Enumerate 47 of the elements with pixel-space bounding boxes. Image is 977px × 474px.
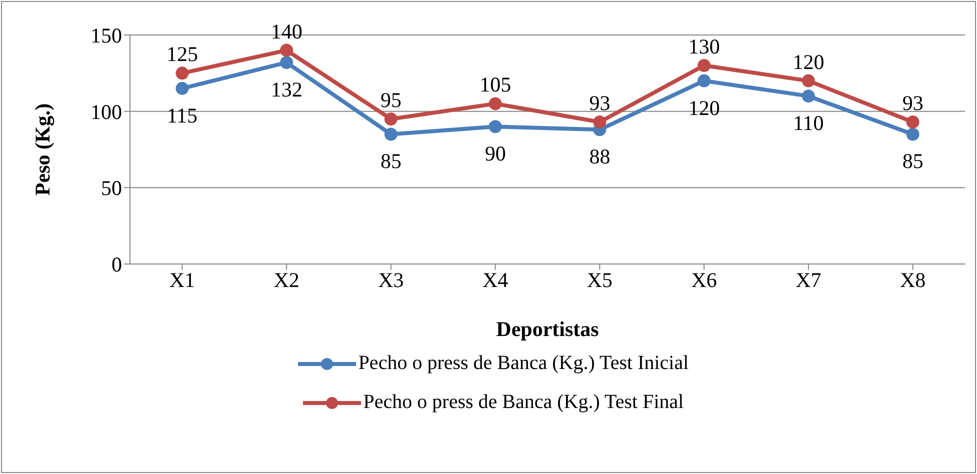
point <box>384 112 398 126</box>
point <box>906 128 920 141</box>
data-label: 88 <box>589 144 610 169</box>
point <box>802 74 815 88</box>
data-label: 140 <box>270 19 302 44</box>
x-tick-label: X4 <box>482 268 509 292</box>
data-label: 110 <box>793 111 824 136</box>
x-tick-label: X1 <box>169 268 196 292</box>
data-label: 105 <box>480 72 512 97</box>
point <box>280 56 294 69</box>
data-label: 93 <box>902 91 924 116</box>
data-label: 115 <box>166 103 198 128</box>
point <box>488 120 502 134</box>
point <box>176 66 189 80</box>
point <box>906 116 920 129</box>
data-label: 125 <box>166 42 198 66</box>
legend-label: Pecho o press de Banca (Kg.) Test Final <box>363 391 684 414</box>
x-tick-label: X3 <box>378 268 404 292</box>
x-tick-label: X8 <box>900 268 926 292</box>
data-label: 132 <box>270 77 302 102</box>
point <box>384 128 398 141</box>
x-axis-title: Deportistas <box>496 317 599 341</box>
x-tick-label: X6 <box>691 268 717 292</box>
data-label: 95 <box>380 88 402 112</box>
y-tick-label: 50 <box>101 176 122 200</box>
point <box>698 59 711 72</box>
y-tick-label: 0 <box>112 252 122 276</box>
point <box>802 90 815 103</box>
y-axis-title: Peso (Kg.) <box>30 103 54 196</box>
y-tick-label: 100 <box>90 100 122 124</box>
point <box>176 82 189 95</box>
x-tick-label: X5 <box>586 268 613 292</box>
point <box>488 97 502 110</box>
data-label: 120 <box>688 96 720 120</box>
point <box>280 44 294 57</box>
data-label: 120 <box>792 50 824 74</box>
point <box>698 74 711 88</box>
x-tick-label: X2 <box>274 268 300 292</box>
data-label: 93 <box>589 91 610 116</box>
y-tick-label: 150 <box>90 23 122 48</box>
data-label: 130 <box>688 34 720 59</box>
legend-label: Pecho o press de Banca (Kg.) Test Inicial <box>358 352 689 375</box>
x-tick-label: X7 <box>796 268 822 292</box>
data-label: 90 <box>484 142 506 166</box>
point <box>593 116 606 129</box>
data-label: 85 <box>380 149 402 174</box>
data-label: 85 <box>902 149 924 174</box>
